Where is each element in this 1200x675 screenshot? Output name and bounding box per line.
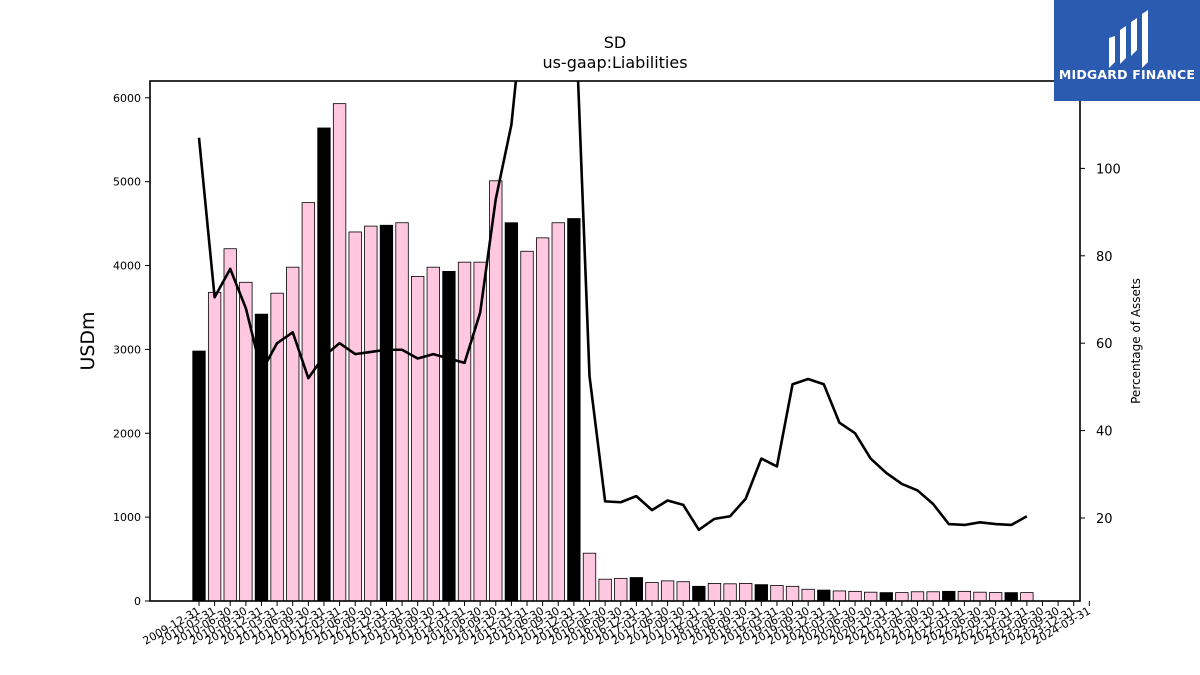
y2-axis: 20 40 60 80 100 bbox=[1080, 162, 1121, 527]
brand-logo: MIDGARD FINANCE bbox=[1054, 0, 1200, 101]
bar bbox=[207, 291, 222, 601]
y2-tick-label: 100 bbox=[1096, 162, 1121, 177]
y-tick-label: 2000 bbox=[113, 427, 141, 440]
y-tick-label: 1000 bbox=[113, 511, 141, 524]
y2-tick-label: 80 bbox=[1096, 250, 1113, 265]
bar bbox=[504, 222, 519, 601]
percentage-line bbox=[197, 81, 1028, 532]
bar bbox=[442, 270, 456, 601]
bar bbox=[301, 202, 315, 601]
bar bbox=[598, 578, 612, 601]
bar bbox=[676, 581, 690, 601]
bar bbox=[582, 552, 597, 601]
y-axis-label: USDm bbox=[77, 311, 99, 370]
bar bbox=[286, 266, 300, 601]
bar bbox=[817, 589, 831, 601]
y-tick-label: 0 bbox=[134, 595, 141, 608]
y-tick-label: 4000 bbox=[113, 260, 141, 273]
bar bbox=[926, 591, 940, 601]
bar bbox=[332, 103, 347, 601]
bar bbox=[707, 582, 722, 601]
bar bbox=[192, 350, 206, 601]
bar-series bbox=[192, 103, 1034, 601]
bar bbox=[988, 592, 1003, 601]
bar bbox=[411, 276, 425, 601]
bar bbox=[239, 281, 253, 601]
bar bbox=[957, 590, 972, 601]
bar bbox=[426, 266, 440, 601]
y-tick-label: 6000 bbox=[113, 92, 141, 105]
bar bbox=[520, 250, 534, 601]
y-axis: 0 1000 2000 3000 4000 5000 6000 bbox=[113, 92, 150, 608]
bar bbox=[379, 224, 394, 601]
bar bbox=[754, 584, 768, 601]
bar bbox=[692, 585, 706, 601]
bar bbox=[879, 592, 893, 601]
bar bbox=[567, 218, 581, 601]
bar bbox=[942, 590, 956, 601]
bar bbox=[270, 292, 284, 601]
y2-tick-label: 40 bbox=[1096, 425, 1113, 440]
bar bbox=[973, 591, 987, 601]
bar bbox=[864, 591, 878, 601]
bar bbox=[832, 590, 847, 601]
bar bbox=[910, 591, 925, 601]
y2-tick-label: 60 bbox=[1096, 337, 1113, 352]
bar bbox=[348, 231, 362, 601]
line-series bbox=[197, 81, 1028, 532]
bar bbox=[723, 583, 737, 601]
y-tick-label: 5000 bbox=[113, 176, 141, 189]
bar bbox=[364, 225, 378, 601]
bar bbox=[489, 180, 503, 601]
bar bbox=[895, 592, 909, 601]
bar bbox=[785, 585, 800, 601]
chart-subtitle: us-gaap:Liabilities bbox=[542, 53, 687, 72]
y2-tick-label: 20 bbox=[1096, 512, 1113, 527]
bar bbox=[473, 261, 487, 601]
bar bbox=[660, 580, 675, 601]
bar bbox=[739, 582, 753, 601]
bar bbox=[535, 237, 550, 601]
bar bbox=[395, 222, 409, 601]
bar bbox=[770, 585, 784, 601]
y-tick-label: 3000 bbox=[113, 343, 141, 356]
bar bbox=[801, 588, 815, 601]
chart-title: SD bbox=[604, 33, 626, 52]
bar bbox=[645, 582, 659, 601]
midgard-logo-icon bbox=[1109, 10, 1148, 68]
bar bbox=[629, 577, 644, 601]
logo-text: MIDGARD FINANCE bbox=[1058, 67, 1196, 82]
bar bbox=[614, 577, 628, 601]
y2-axis-label: Percentage of Assets bbox=[1129, 278, 1143, 404]
bar bbox=[254, 313, 269, 601]
bar bbox=[1020, 592, 1034, 601]
bar bbox=[848, 590, 862, 601]
bar bbox=[1004, 592, 1018, 601]
x-axis: 2009-12-312010-03-312010-06-302010-09-30… bbox=[141, 601, 1093, 648]
bar bbox=[457, 261, 472, 601]
bar bbox=[223, 248, 237, 601]
bar bbox=[551, 222, 565, 601]
plot-frame bbox=[149, 80, 1081, 602]
